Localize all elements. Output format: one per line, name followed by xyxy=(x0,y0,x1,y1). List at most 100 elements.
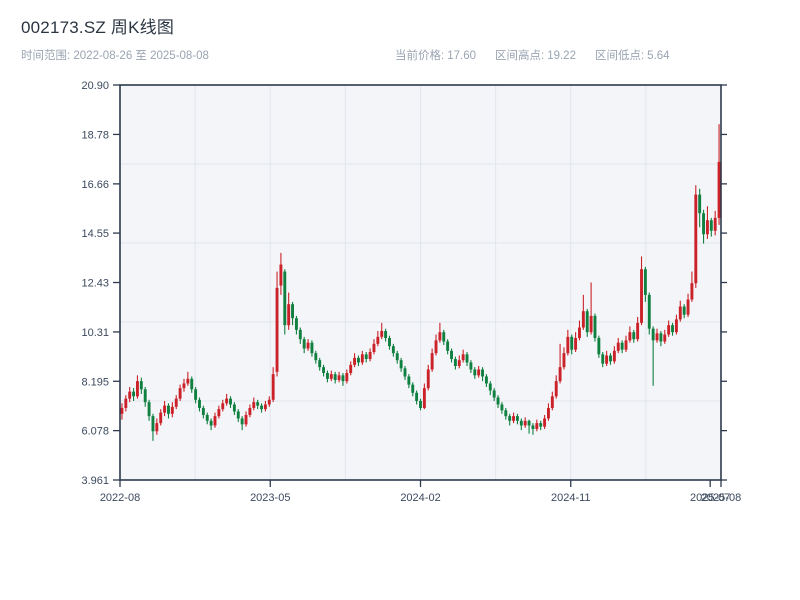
candle-body xyxy=(279,264,283,286)
candle-body xyxy=(306,342,310,349)
candle-body xyxy=(263,404,267,410)
candle-body xyxy=(469,362,473,370)
y-tick-label: 3.961 xyxy=(81,475,109,487)
candle-body xyxy=(430,353,434,370)
candle-body xyxy=(539,423,543,427)
candle-body xyxy=(632,332,636,340)
candle-body xyxy=(217,409,221,417)
candle-body xyxy=(399,360,403,369)
candle-body xyxy=(709,220,713,231)
candle-body xyxy=(504,410,508,417)
candle-body xyxy=(589,315,593,333)
candle-body xyxy=(209,420,213,426)
candle-body xyxy=(659,333,663,342)
candle-body xyxy=(616,342,620,351)
candle-body xyxy=(174,398,178,407)
candle-body xyxy=(581,311,585,328)
x-tick-label: 2023-05 xyxy=(250,492,290,504)
candle-body xyxy=(178,388,182,399)
candle-body xyxy=(364,354,368,359)
x-tick-label: 2025-08 xyxy=(701,492,741,504)
candle-body xyxy=(674,319,678,333)
candle-body xyxy=(205,414,209,421)
candle-body xyxy=(357,357,360,363)
y-tick-label: 18.78 xyxy=(81,129,109,141)
current-price-stat: 当前价格: 17.60 xyxy=(395,47,479,63)
candle-body xyxy=(407,376,411,385)
candle-body xyxy=(512,416,516,421)
candle-body xyxy=(411,384,415,393)
candle-body xyxy=(702,213,706,235)
candle-body xyxy=(624,340,628,350)
date-range-subtitle: 时间范围: 2022-08-26 至 2025-08-08 xyxy=(21,50,209,62)
candle-body xyxy=(128,391,132,399)
x-tick-label: 2022-08 xyxy=(100,492,140,504)
candle-body xyxy=(325,372,329,379)
candle-body xyxy=(578,327,581,339)
candle-body xyxy=(333,374,337,380)
candle-body xyxy=(391,346,395,354)
candle-body xyxy=(647,294,651,329)
range-low-label: 区间低点: xyxy=(594,50,645,62)
candle-body xyxy=(395,353,399,361)
candle-body xyxy=(372,343,376,353)
candle-body xyxy=(310,342,314,354)
candle-body xyxy=(198,399,201,408)
candle-body xyxy=(139,381,143,390)
candle-body xyxy=(170,406,174,414)
candle-body xyxy=(562,353,566,368)
candle-body xyxy=(450,350,453,359)
candle-body xyxy=(438,332,442,341)
current-price-value: 17.60 xyxy=(447,50,476,62)
candle-body xyxy=(609,355,612,362)
candle-body xyxy=(240,418,244,425)
candle-body xyxy=(376,336,380,344)
y-tick-label: 16.66 xyxy=(81,179,109,191)
candle-body xyxy=(422,388,426,408)
candle-body xyxy=(686,299,690,315)
candle-body xyxy=(566,336,570,354)
candle-body xyxy=(155,423,159,432)
candle-body xyxy=(457,360,461,366)
candle-body xyxy=(384,331,388,339)
candle-body xyxy=(492,390,496,398)
candle-body xyxy=(190,378,194,390)
x-tick-label: 2024-02 xyxy=(400,492,440,504)
candle-body xyxy=(252,402,256,408)
candle-body xyxy=(535,423,539,429)
candle-body xyxy=(314,353,318,361)
candle-body xyxy=(593,315,597,339)
candle-body xyxy=(349,364,353,373)
y-tick-label: 6.078 xyxy=(81,426,109,438)
candle-body xyxy=(547,407,550,419)
candle-body xyxy=(667,325,671,335)
candle-body xyxy=(473,369,477,376)
candle-body xyxy=(360,354,364,363)
candle-body xyxy=(256,402,260,406)
page-title: 002173.SZ 周K线图 xyxy=(21,18,175,37)
candle-body xyxy=(232,404,236,412)
candle-body xyxy=(229,398,232,405)
candle-body xyxy=(531,425,535,429)
candle-body xyxy=(415,392,419,401)
candle-body xyxy=(620,342,624,350)
candle-body xyxy=(663,334,667,342)
candle-body xyxy=(678,306,682,320)
candle-body xyxy=(287,304,291,326)
candle-body xyxy=(120,407,124,414)
candle-body xyxy=(345,372,349,382)
candle-body xyxy=(488,383,492,391)
candle-body xyxy=(705,220,709,235)
candle-body xyxy=(523,420,527,426)
candle-body xyxy=(446,341,450,351)
current-price-label: 当前价格: xyxy=(395,50,445,62)
candle-body xyxy=(605,355,609,364)
candle-body xyxy=(341,375,345,382)
candle-body xyxy=(671,325,674,333)
candle-body xyxy=(640,269,643,323)
range-high-label: 区间高点: xyxy=(494,50,545,62)
candle-body xyxy=(713,217,717,231)
candle-body xyxy=(550,396,554,408)
candle-body xyxy=(244,414,248,425)
